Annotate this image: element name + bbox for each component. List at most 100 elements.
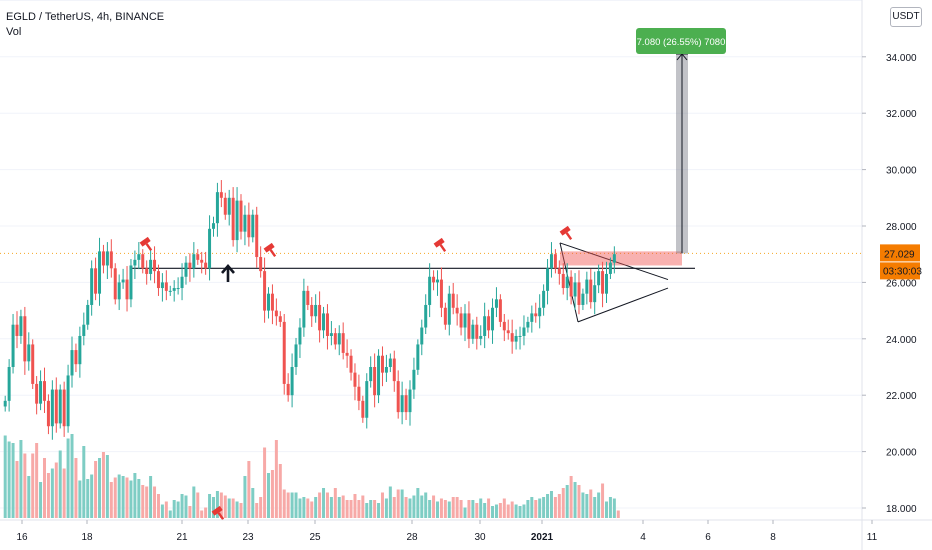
candle-body	[589, 279, 593, 303]
volume-bar	[451, 497, 455, 518]
candle-body	[549, 254, 553, 269]
volume-bar	[353, 494, 357, 518]
candle-body	[7, 367, 11, 401]
volume-bar	[373, 500, 377, 518]
candle-body	[196, 254, 200, 260]
volume-bar	[243, 476, 247, 518]
volume-indicator-label[interactable]: Vol	[6, 26, 22, 38]
volume-bar	[180, 494, 184, 518]
candle-body	[561, 273, 565, 289]
volume-bar	[420, 495, 424, 518]
symbol-title[interactable]: EGLD / TetherUS, 4h, BINANCE	[6, 11, 165, 23]
volume-bar	[365, 503, 369, 518]
candle-body	[388, 358, 392, 367]
time-tick-label: 23	[242, 532, 254, 543]
candle-body	[192, 254, 196, 269]
price-tick-label: 18.000	[886, 504, 917, 515]
volume-bar	[553, 497, 557, 518]
hammer-head	[139, 236, 151, 247]
candle-body	[286, 383, 290, 396]
volume-bar	[518, 506, 522, 518]
volume-bar	[361, 495, 365, 518]
candle-body	[58, 389, 62, 424]
volume-bar	[549, 491, 553, 518]
candle-body	[149, 259, 153, 274]
candle-body	[369, 367, 373, 382]
candle-body	[294, 344, 298, 367]
candle-body	[176, 288, 180, 290]
volume-bar	[62, 468, 66, 518]
volume-bar	[113, 477, 117, 518]
candle-body	[522, 327, 526, 336]
time-tick-label: 2021	[531, 532, 554, 543]
volume-bar	[432, 495, 436, 518]
currency-unit-badge[interactable]: USDT	[890, 7, 922, 27]
volume-bar	[141, 485, 145, 518]
volume-bar	[149, 476, 153, 518]
candle-body	[557, 268, 561, 274]
volume-bar	[278, 464, 282, 518]
candle-body	[278, 316, 282, 322]
candle-body	[530, 313, 534, 322]
candle-body	[172, 288, 176, 291]
volume-bar	[491, 506, 495, 518]
volume-bar	[475, 503, 479, 518]
volume-bar	[498, 503, 502, 518]
volume-bar	[589, 489, 593, 518]
candle-body	[439, 279, 443, 308]
volume-layer	[3, 434, 620, 518]
price-tick-label: 34.000	[886, 53, 917, 64]
volume-bar	[184, 495, 188, 518]
markers-layer	[139, 225, 573, 521]
candle-body	[443, 307, 447, 325]
volume-bar	[94, 461, 98, 518]
candle-body	[475, 324, 479, 339]
volume-bar	[302, 497, 306, 518]
candle-body	[235, 200, 239, 241]
candle-body	[267, 293, 271, 311]
volume-bar	[416, 488, 420, 518]
candle-body	[145, 268, 149, 274]
volume-bar	[215, 491, 219, 518]
candle-body	[420, 327, 424, 345]
candle-body	[428, 276, 432, 305]
candle-body	[534, 313, 538, 317]
candle-body	[424, 304, 428, 328]
chart-header: EGLD / TetherUS, 4h, BINANCE Vol	[6, 10, 164, 40]
volume-bar	[428, 500, 432, 518]
triangle-lower-line	[577, 287, 669, 323]
volume-bar	[325, 492, 329, 518]
price-tick-label: 26.000	[886, 278, 917, 289]
volume-bar	[208, 494, 212, 518]
hammer-marker	[433, 237, 447, 253]
volume-bar	[129, 480, 133, 518]
candle-body	[153, 259, 157, 272]
volume-bar	[239, 503, 243, 518]
candle-body	[333, 333, 337, 345]
volume-bar	[31, 453, 35, 518]
candle-body	[19, 316, 23, 336]
time-tick-label: 18	[81, 532, 93, 543]
volume-bar	[15, 461, 19, 518]
candle-body	[243, 214, 247, 232]
candle-body	[35, 383, 39, 404]
volume-bar	[27, 476, 31, 518]
volume-bar	[160, 504, 164, 518]
candle-body	[601, 271, 605, 294]
candle-body	[109, 251, 113, 269]
candle-body	[573, 282, 577, 297]
volume-bar	[153, 486, 157, 518]
time-tick-label: 16	[16, 532, 28, 543]
time-tick-label: 4	[640, 532, 646, 543]
candle-body	[455, 307, 459, 314]
volume-bar	[463, 507, 467, 518]
hammer-head	[211, 505, 223, 516]
volume-bar	[369, 500, 373, 518]
volume-bar	[172, 500, 176, 518]
volume-bar	[156, 494, 160, 518]
hammer-handle	[145, 243, 153, 252]
volume-bar	[443, 500, 447, 518]
candle-body	[322, 313, 326, 331]
